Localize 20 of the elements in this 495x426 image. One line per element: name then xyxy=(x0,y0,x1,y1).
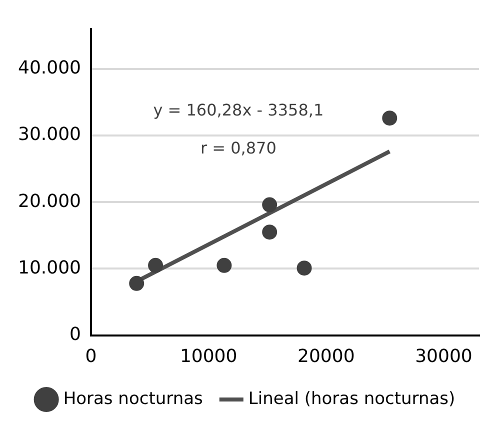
point xyxy=(382,110,398,126)
point xyxy=(148,258,164,273)
y-tick-label: 0 xyxy=(70,324,81,346)
x-tick-label: 30000 xyxy=(415,346,472,367)
y-tick-label: 40.000 xyxy=(18,57,81,78)
annotation: y = 160,28x - 3358,1 xyxy=(153,100,324,120)
y-tick-label: 20.000 xyxy=(18,190,81,212)
y-tick-label: 10.000 xyxy=(18,257,81,278)
y-tick-label: 30.000 xyxy=(18,124,81,146)
x-tick-label: 20000 xyxy=(298,346,355,367)
point xyxy=(296,260,312,276)
point xyxy=(129,276,144,291)
point xyxy=(262,197,278,212)
point xyxy=(216,258,232,273)
x-tick-label: 0 xyxy=(85,346,97,367)
legend-label: Lineal (horas nocturnas) xyxy=(248,388,456,409)
legend-label: Horas nocturnas xyxy=(63,388,204,409)
annotation: r = 0,870 xyxy=(200,138,276,158)
point xyxy=(262,224,278,240)
x-tick-label: 10000 xyxy=(180,346,238,367)
